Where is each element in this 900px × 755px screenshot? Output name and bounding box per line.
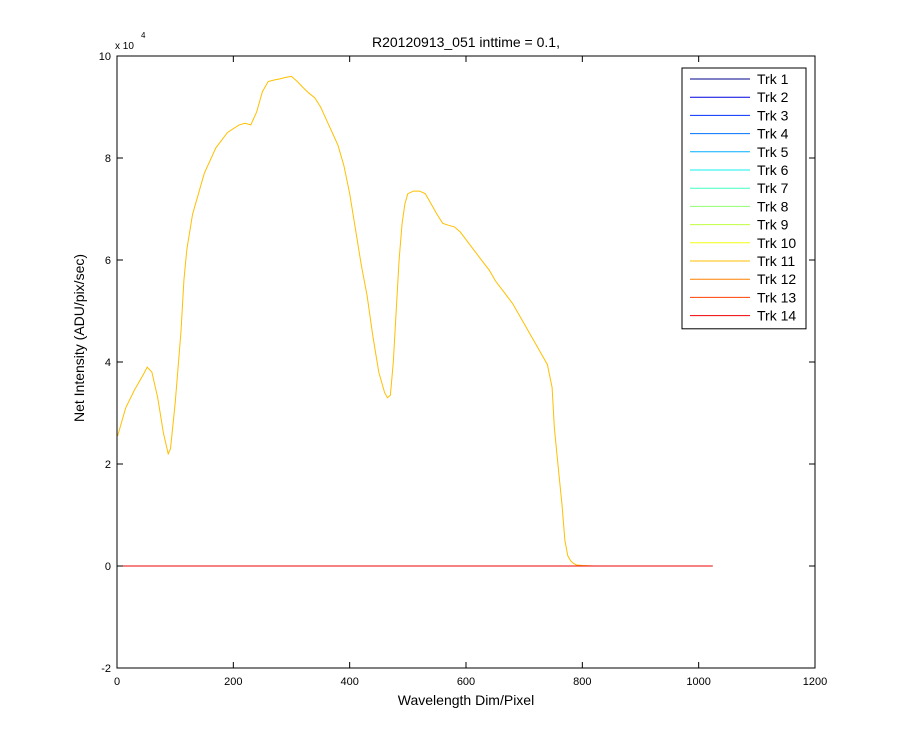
legend: Trk 1 Trk 2 Trk 3 Trk 4 Trk 5 Trk 6 Trk 7 Trk 8… <box>681 67 807 330</box>
y-exponent-base: x 10 <box>115 41 134 52</box>
y-tick-label: 2 <box>105 459 111 471</box>
x-tick-label: 800 <box>573 676 591 688</box>
x-tick-label: 200 <box>224 676 242 688</box>
series-layer <box>117 75 713 567</box>
legend-label: Trk 4 <box>757 126 789 142</box>
y-tick-label: 4 <box>105 357 111 369</box>
legend-label: Trk 6 <box>757 162 789 178</box>
x-tick-label: 1000 <box>686 676 710 688</box>
series-line-trk-11 <box>117 75 713 567</box>
legend-label: Trk 9 <box>757 217 789 233</box>
legend-label: Trk 2 <box>757 89 789 105</box>
legend-label: Trk 1 <box>757 71 789 87</box>
y-tick-label: 8 <box>105 153 111 165</box>
x-tick-label: 1200 <box>803 676 827 688</box>
x-tick-label: 0 <box>114 676 120 688</box>
x-tick-label: 400 <box>340 676 358 688</box>
x-tick-label: 600 <box>457 676 475 688</box>
legend-label: Trk 8 <box>757 198 789 214</box>
legend-label: Trk 5 <box>757 144 789 160</box>
x-axis-title: Wavelength Dim/Pixel <box>398 692 534 708</box>
y-tick-label: 10 <box>99 51 111 63</box>
legend-label: Trk 7 <box>757 180 789 196</box>
plot-box <box>116 55 816 669</box>
chart-title: R20120913_051 inttime = 0.1, <box>372 34 560 50</box>
y-axis-title: Net Intensity (ADU/pix/sec) <box>71 254 87 422</box>
y-tick-label: 6 <box>105 255 111 267</box>
legend-label: Trk 11 <box>757 253 795 269</box>
legend-box <box>681 67 807 330</box>
y-exponent-power: 4 <box>141 31 146 40</box>
legend-label: Trk 12 <box>757 271 796 287</box>
y-tick-label: -2 <box>101 663 111 675</box>
legend-label: Trk 14 <box>757 308 796 324</box>
legend-label: Trk 3 <box>757 107 789 123</box>
y-tick-label: 0 <box>105 561 111 573</box>
legend-label: Trk 10 <box>757 235 796 251</box>
legend-label: Trk 13 <box>757 289 796 305</box>
